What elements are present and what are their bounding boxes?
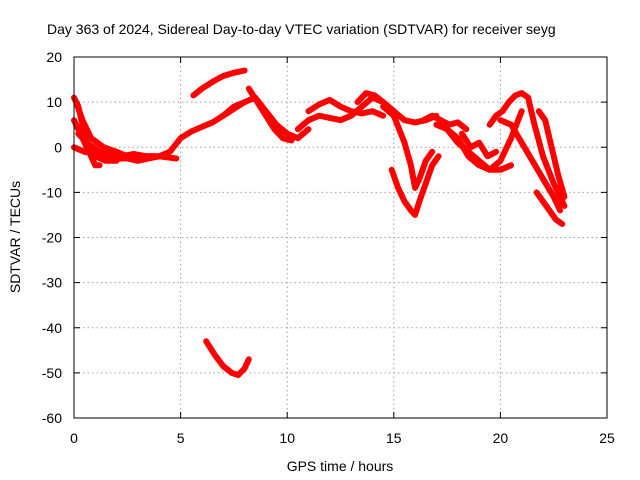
y-tick-label: 0 [54, 139, 62, 155]
x-tick-label: 5 [177, 430, 185, 446]
y-tick-label: -10 [42, 184, 62, 200]
y-tick-label: 10 [46, 94, 62, 110]
series-line-arc-18 [444, 108, 525, 173]
series-line-arc-7 [190, 67, 248, 99]
y-tick-label: -60 [42, 410, 62, 426]
series-line-arc-3 [73, 99, 131, 160]
series-line-arc-19 [459, 130, 500, 160]
series-line-arc-23 [533, 189, 566, 227]
y-axis-label: SDTVAR / TECUs [7, 181, 23, 293]
series-line-arc-21 [497, 117, 564, 214]
series-line-arc-22 [535, 108, 568, 200]
x-tick-label: 0 [70, 430, 78, 446]
series-line-arc-14 [380, 103, 436, 191]
x-axis-label: GPS time / hours [287, 458, 394, 474]
y-tick-label: -30 [42, 275, 62, 291]
y-tick-label: -40 [42, 320, 62, 336]
series-line-arc-15 [388, 153, 442, 218]
series-line-arc-16 [420, 112, 470, 133]
series-line-arc-5 [71, 99, 248, 164]
x-tick-label: 15 [386, 430, 402, 446]
series-layer [71, 67, 568, 379]
y-tick-label: -50 [42, 365, 62, 381]
x-tick-label: 10 [279, 430, 295, 446]
x-tick-labels: 0 5 10 15 20 25 [70, 430, 615, 446]
plot-frame [73, 56, 608, 419]
series-line-arc-12 [305, 96, 387, 119]
series-line-arc-6 [117, 151, 180, 162]
y-tick-labels: -60 -50 -40 -30 -20 -10 0 10 20 [42, 49, 62, 426]
y-tick-label: 20 [46, 49, 62, 65]
x-tick-label: 25 [599, 430, 615, 446]
series-line-arc-20 [486, 90, 568, 209]
series-line-arc-10 [245, 85, 295, 144]
series-line-arc-8 [203, 338, 252, 379]
x-tick-label: 20 [493, 430, 509, 446]
y-tick-label: -20 [42, 230, 62, 246]
gridlines [74, 57, 607, 418]
chart-title: Day 363 of 2024, Sidereal Day-to-day VTE… [47, 21, 556, 37]
